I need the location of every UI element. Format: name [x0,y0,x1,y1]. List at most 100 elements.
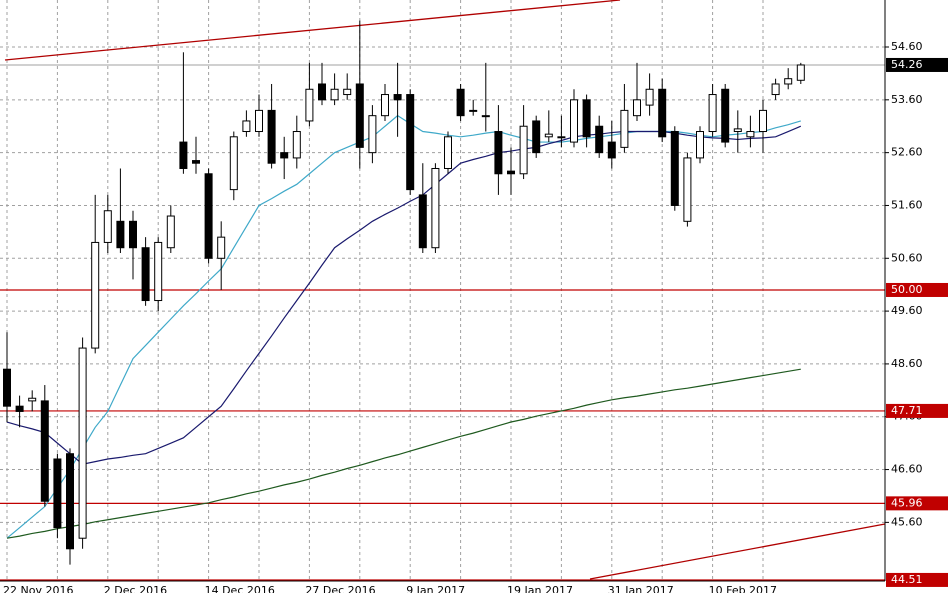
candle-body [28,397,37,402]
level-label: 45.96 [891,496,923,509]
y-tick-label: 54.60 [891,40,923,53]
trend-line [589,523,886,580]
candle-body [494,131,503,175]
candle-body [746,131,755,138]
candle-body [53,458,62,529]
candle-body [393,94,402,101]
level-label-box [886,282,948,297]
candle-body [192,160,200,164]
x-tick-label: 19 Jan 2017 [507,584,573,593]
candle-body [507,170,515,175]
candle-body [557,136,566,139]
candle-body [305,88,314,122]
candle-body [103,210,112,243]
candle-body [406,94,415,191]
current-price-label: 54.26 [891,58,923,71]
level-label-box [886,403,948,418]
y-tick-label: 48.60 [891,357,923,370]
candle-body [129,220,137,249]
level-label: 44.51 [891,573,923,586]
candle-body [721,88,730,143]
candle-body [759,109,767,133]
x-tick-label: 9 Jan 2017 [406,584,465,593]
candle-body [204,173,213,259]
candle-body [633,99,641,117]
moving-average-line [6,368,801,539]
candle-body [217,236,226,259]
current-price-box [886,57,948,72]
candle-body [456,88,465,117]
candle-body [66,453,74,550]
moving-average-line [6,125,802,465]
x-tick-label: 22 Nov 2016 [3,584,73,593]
candle-body [267,109,276,164]
candle-body [544,133,553,138]
level-label-box [886,572,948,587]
candle-body [670,131,679,206]
candle-body [469,109,478,112]
level-label: 50.00 [891,283,923,296]
level-label: 47.71 [891,404,923,417]
level-label-box [886,496,948,511]
candle-body [784,78,793,85]
candle-body [796,64,805,81]
candle-body [179,141,188,169]
candle-body [444,136,452,169]
trend-line [4,0,621,61]
x-tick-label: 27 Dec 2016 [305,584,375,593]
candle-body [708,94,717,133]
candle-body [595,125,604,154]
candle-body [381,94,389,117]
candle-body [355,83,364,148]
candle-body [343,88,352,96]
candle-body [15,405,24,412]
candle-body [40,400,49,502]
candle-body [620,109,629,148]
candle-body [431,167,440,249]
x-tick-label: 14 Dec 2016 [205,584,275,593]
y-tick-label: 52.60 [891,146,923,159]
candle-body [418,194,427,249]
candle-body [532,120,541,154]
moving-average-line [6,114,801,539]
candle-body [229,136,238,191]
candle-body [318,83,326,101]
candle-body [481,115,490,118]
plot [0,20,885,581]
candle-body [3,368,11,407]
candle-body [330,88,339,101]
y-tick-label: 50.60 [891,251,923,264]
candle-body [255,109,263,133]
y-tick-label: 53.60 [891,93,923,106]
candle-body [607,141,616,159]
y-tick-label: 46.60 [891,463,923,476]
candle-body [242,120,251,133]
candle-body [519,125,528,175]
candle-body [771,83,780,96]
candle-body [582,99,591,138]
x-tick-label: 10 Feb 2017 [709,584,777,593]
candle-body [570,99,578,143]
x-tick-label: 2 Dec 2016 [104,584,167,593]
candle-body [141,247,150,302]
candle-body [645,88,654,106]
axis-labels: 45.6046.6047.6048.6049.6050.6051.6052.60… [3,40,948,593]
candle-body [292,131,301,159]
candle-body [696,131,704,159]
candle-body [658,88,667,138]
y-tick-label: 51.60 [891,198,923,211]
candle-body [116,220,125,249]
candle-body [733,128,742,133]
candle-body [91,241,100,349]
y-tick-label: 45.60 [891,515,923,528]
candle-body [280,152,289,159]
candle-body [368,115,377,154]
x-tick-label: 31 Jan 2017 [608,584,674,593]
candle-body [78,347,87,539]
candle-body [154,241,163,302]
y-tick-label: 49.60 [891,304,923,317]
candle-body [166,215,175,249]
candle-body [683,157,692,222]
